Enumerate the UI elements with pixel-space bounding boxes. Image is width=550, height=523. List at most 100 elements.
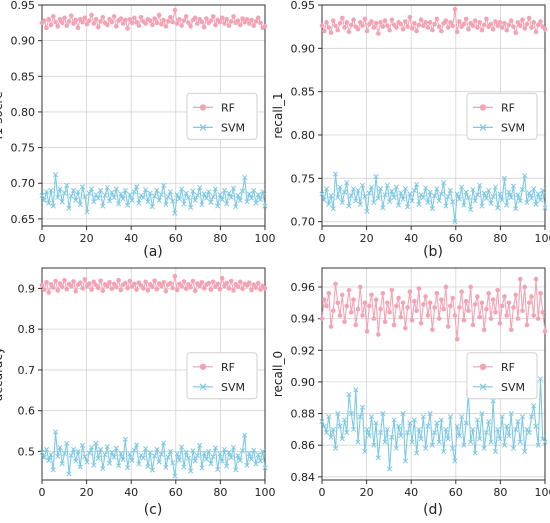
data-point [199, 279, 205, 285]
data-point [208, 461, 214, 467]
data-point [454, 29, 460, 35]
data-point [508, 18, 514, 23]
data-point [201, 191, 207, 197]
data-point [199, 202, 205, 208]
data-point [98, 187, 104, 193]
legend-label-rf: RF [221, 101, 235, 114]
data-point [335, 410, 341, 417]
data-point [493, 309, 498, 315]
data-point [542, 328, 548, 334]
data-point [95, 455, 101, 461]
data-point [380, 205, 386, 211]
data-point [57, 186, 63, 192]
data-point [253, 461, 259, 467]
data-point [39, 449, 45, 455]
data-point [228, 455, 234, 461]
data-point [416, 426, 422, 432]
data-point [98, 19, 103, 24]
data-point [461, 202, 467, 208]
x-tick-label: 60 [169, 232, 183, 245]
data-point [540, 187, 546, 194]
data-point [242, 174, 248, 181]
plot-border [321, 4, 546, 227]
data-point [156, 12, 162, 18]
data-point [61, 450, 68, 457]
data-point [470, 23, 476, 29]
data-point [416, 22, 422, 28]
data-point [420, 194, 426, 200]
data-point [508, 410, 514, 417]
data-point [249, 287, 254, 293]
data-point [91, 462, 97, 468]
data-point [80, 19, 85, 25]
data-point [360, 313, 365, 318]
data-point [450, 445, 456, 451]
data-point [80, 286, 85, 291]
data-point [452, 7, 458, 12]
data-point [188, 24, 193, 29]
data-point [253, 19, 259, 24]
data-point [355, 439, 361, 445]
data-point [330, 426, 336, 432]
data-point [132, 15, 137, 21]
data-point [439, 28, 444, 34]
data-point [143, 21, 148, 26]
x-tick-label: 20 [360, 232, 374, 245]
data-point [524, 21, 530, 27]
data-point [165, 19, 171, 24]
data-point [414, 308, 419, 314]
data-point [71, 279, 76, 284]
data-point [237, 279, 243, 285]
data-point [332, 171, 339, 177]
data-point [201, 24, 207, 30]
data-point [235, 284, 241, 290]
data-point [423, 445, 429, 451]
data-point [441, 448, 447, 455]
data-point [179, 444, 185, 450]
data-point [504, 423, 510, 429]
data-point [330, 18, 336, 23]
legend-label-svm: SVM [501, 381, 525, 394]
data-point [488, 316, 494, 321]
data-point [152, 453, 158, 459]
data-point [156, 459, 162, 465]
series-svm [319, 376, 548, 472]
data-point [418, 436, 424, 442]
data-point [488, 21, 494, 27]
data-point [468, 284, 473, 290]
data-point [258, 20, 263, 26]
y-tick-label: 0.80 [291, 129, 316, 142]
data-point [206, 280, 211, 286]
data-point [82, 194, 88, 200]
data-point [319, 316, 325, 321]
data-point [452, 313, 458, 318]
data-point [217, 286, 223, 292]
data-point [235, 452, 241, 459]
data-point [221, 446, 228, 452]
data-point [104, 444, 110, 450]
data-point [324, 20, 329, 25]
y-tick-label: 0.5 [18, 445, 36, 458]
data-point [143, 187, 149, 193]
data-point [230, 444, 237, 450]
data-point [239, 448, 246, 454]
y-tick-label: 0.92 [291, 344, 316, 357]
data-point [373, 420, 379, 426]
data-point [346, 203, 352, 209]
data-point [438, 191, 444, 197]
data-point [181, 18, 187, 23]
data-point [432, 21, 437, 27]
data-point [324, 303, 329, 309]
y-tick-label: 0.96 [291, 281, 316, 294]
y-tick-label: 0.95 [291, 0, 316, 12]
data-point [168, 14, 173, 20]
data-point [192, 458, 198, 464]
data-point [522, 26, 528, 31]
data-point [526, 190, 532, 196]
data-point [201, 286, 207, 291]
data-point [337, 20, 343, 26]
data-point [174, 192, 180, 198]
data-point [192, 15, 198, 21]
data-point [116, 201, 122, 207]
data-point [529, 25, 534, 30]
